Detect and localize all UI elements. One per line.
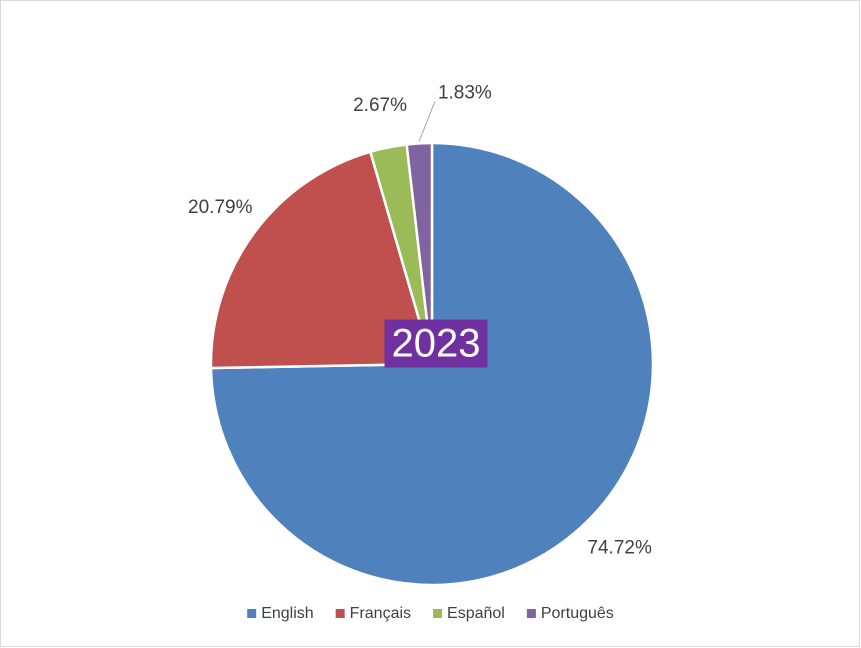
annotation: 2023 [392, 322, 481, 366]
pie-slice [405, 141, 434, 365]
legend-label: Español [447, 605, 505, 622]
data-label: 74.72% [587, 537, 652, 558]
leader-line [418, 101, 436, 142]
legend-swatch [526, 609, 536, 618]
legend-swatch [335, 609, 345, 618]
legend-label: Français [350, 605, 411, 622]
annotation-box [384, 319, 488, 368]
pie-slice [209, 150, 434, 370]
data-label: 2.67% [353, 95, 407, 116]
legend-label: Português [541, 605, 614, 622]
data-label: 1.83% [438, 82, 492, 103]
data-label: 20.79% [188, 197, 253, 218]
legend-swatch [433, 609, 443, 618]
legend-swatch [247, 609, 257, 618]
legend-label: English [261, 605, 313, 622]
